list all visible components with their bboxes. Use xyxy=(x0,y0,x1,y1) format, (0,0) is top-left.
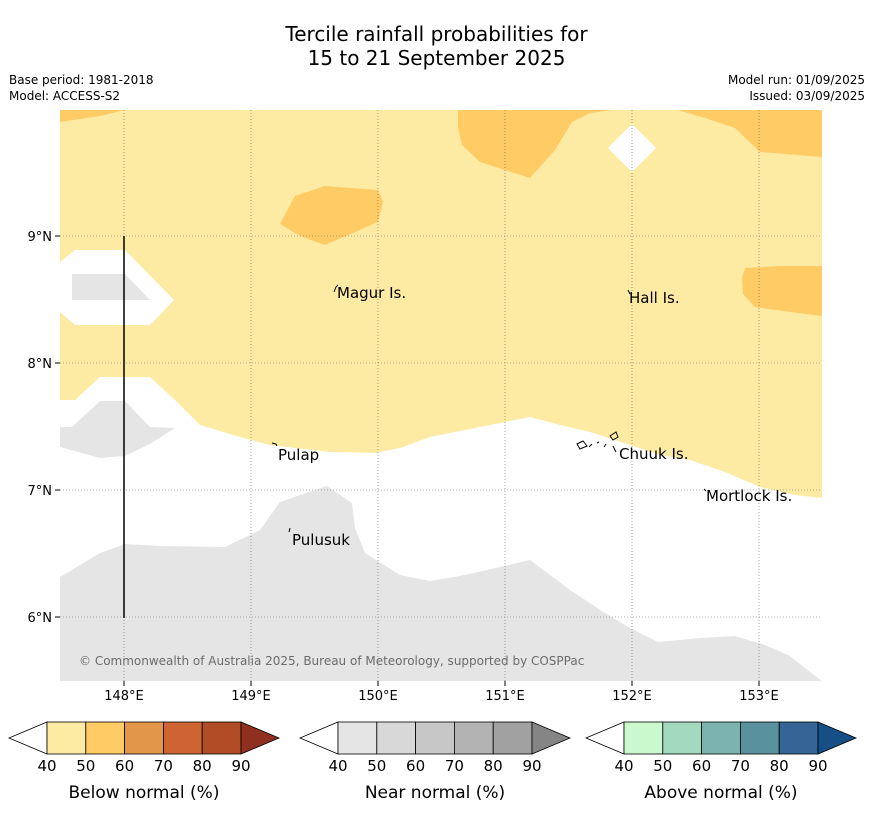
legend-below-normal: 40 50 60 70 80 90 Below normal (%) xyxy=(7,721,281,803)
legend-extend-high xyxy=(240,721,281,755)
below-normal-50-60-top-center xyxy=(458,110,612,178)
legend-tick-label: 70 xyxy=(445,757,464,775)
legend-swatch xyxy=(492,721,533,755)
lat-tick: 7°N xyxy=(28,484,53,499)
label-pulusuk: Pulusuk xyxy=(292,531,350,549)
legend-swatch xyxy=(124,721,164,755)
below-normal-50-60-top-right xyxy=(678,110,822,157)
legend-tick-label: 50 xyxy=(367,757,386,775)
model-name: Model: ACCESS-S2 xyxy=(9,89,121,103)
legend-tick-label: 40 xyxy=(614,757,633,775)
pulusuk-island-shape xyxy=(288,527,291,533)
chuuk-island-shape xyxy=(576,431,619,453)
tick-marks xyxy=(55,235,760,686)
label-chuuk: Chuuk Is. xyxy=(619,445,688,463)
legend-swatch xyxy=(376,721,416,755)
islands xyxy=(271,284,707,533)
below-normal-50-60-patch-east xyxy=(742,266,822,316)
lat-tick: 6°N xyxy=(28,611,53,626)
credit-text: © Commonwealth of Australia 2025, Bureau… xyxy=(79,654,584,668)
legend-above-normal: 40 50 60 70 80 90 Above normal (%) xyxy=(584,721,858,803)
map-title: Tercile rainfall probabilities for 15 to… xyxy=(0,22,873,70)
label-mortlock: Mortlock Is. xyxy=(706,487,792,505)
title-line-2: 15 to 21 September 2025 xyxy=(307,46,566,70)
below-normal-50-60-patch-north xyxy=(280,186,383,245)
legend-swatch xyxy=(740,721,780,755)
issued-date: Issued: 03/09/2025 xyxy=(749,89,865,103)
legend-tick-label: 70 xyxy=(154,757,173,775)
legend-title: Below normal (%) xyxy=(69,783,220,803)
below-normal-50-60-top-left xyxy=(60,110,125,122)
place-labels: Magur Is. Hall Is. Pulap Chuuk Is. Mortl… xyxy=(278,284,792,549)
mortlock-island-shape xyxy=(703,488,707,492)
hall-island-shape xyxy=(627,289,631,295)
legend-swatch xyxy=(201,721,242,755)
legend-swatch xyxy=(162,721,203,755)
legend-tick-label: 70 xyxy=(731,757,750,775)
lon-tick-labels: 148°E 149°E 150°E 151°E 152°E 153°E xyxy=(104,689,779,704)
base-period: Base period: 1981-2018 xyxy=(9,73,154,87)
lon-tick: 149°E xyxy=(231,689,271,704)
legend-extend-low xyxy=(584,721,625,755)
legend-swatch xyxy=(85,721,126,755)
legend-tick-label: 90 xyxy=(808,757,827,775)
legend-tick-label: 60 xyxy=(406,757,425,775)
probability-map xyxy=(60,110,822,681)
title-line-1: Tercile rainfall probabilities for xyxy=(285,22,588,46)
legend-tick-label: 60 xyxy=(115,757,134,775)
pulap-island-shape xyxy=(271,442,278,447)
legend-extend-high xyxy=(817,721,858,755)
legend-swatch xyxy=(623,721,664,755)
legend-tick-label: 80 xyxy=(484,757,503,775)
label-magur: Magur Is. xyxy=(337,284,406,302)
legend-near-normal: 40 50 60 70 80 90 Near normal (%) xyxy=(298,721,572,803)
label-hall: Hall Is. xyxy=(629,289,680,307)
legend-extend-low xyxy=(7,721,48,755)
legend-extend-low xyxy=(298,721,339,755)
lon-tick: 150°E xyxy=(358,689,398,704)
lat-tick: 9°N xyxy=(28,230,53,245)
near-normal-west-upper xyxy=(72,274,150,300)
magur-island-shape xyxy=(333,284,339,293)
legend-tick-label: 60 xyxy=(692,757,711,775)
legend-swatch xyxy=(415,721,455,755)
legend-swatch xyxy=(46,721,87,755)
no-dominant-diamond xyxy=(608,124,656,172)
legend-tick-label: 80 xyxy=(770,757,789,775)
legend-tick-label: 50 xyxy=(653,757,672,775)
legend-swatch xyxy=(778,721,819,755)
legend-extend-high xyxy=(531,721,572,755)
near-normal-west-lower xyxy=(60,401,175,458)
lon-tick: 148°E xyxy=(104,689,144,704)
lon-tick: 152°E xyxy=(612,689,652,704)
label-pulap: Pulap xyxy=(278,446,319,464)
legend-swatch xyxy=(701,721,741,755)
below-normal-40-50-region xyxy=(60,110,822,498)
legend-tick-label: 40 xyxy=(328,757,347,775)
lat-tick-labels: 9°N 8°N 7°N 6°N xyxy=(28,230,53,626)
legend-swatch xyxy=(453,721,494,755)
legend-swatch xyxy=(662,721,702,755)
legend-swatch xyxy=(337,721,378,755)
lat-tick: 8°N xyxy=(28,357,53,372)
model-run: Model run: 01/09/2025 xyxy=(727,73,865,87)
legend-tick-label: 50 xyxy=(76,757,95,775)
legend-title: Near normal (%) xyxy=(365,783,505,803)
legend-tick-label: 80 xyxy=(193,757,212,775)
legend-tick-label: 90 xyxy=(231,757,250,775)
lon-tick: 153°E xyxy=(739,689,779,704)
near-normal-south xyxy=(60,486,822,681)
legend-tick-label: 90 xyxy=(522,757,541,775)
lon-tick: 151°E xyxy=(485,689,525,704)
legend-tick-label: 40 xyxy=(37,757,56,775)
legend-title: Above normal (%) xyxy=(644,783,797,803)
run-info: Model run: 01/09/2025 Issued: 03/09/2025 xyxy=(728,72,865,104)
base-info: Base period: 1981-2018 Model: ACCESS-S2 xyxy=(9,72,154,104)
